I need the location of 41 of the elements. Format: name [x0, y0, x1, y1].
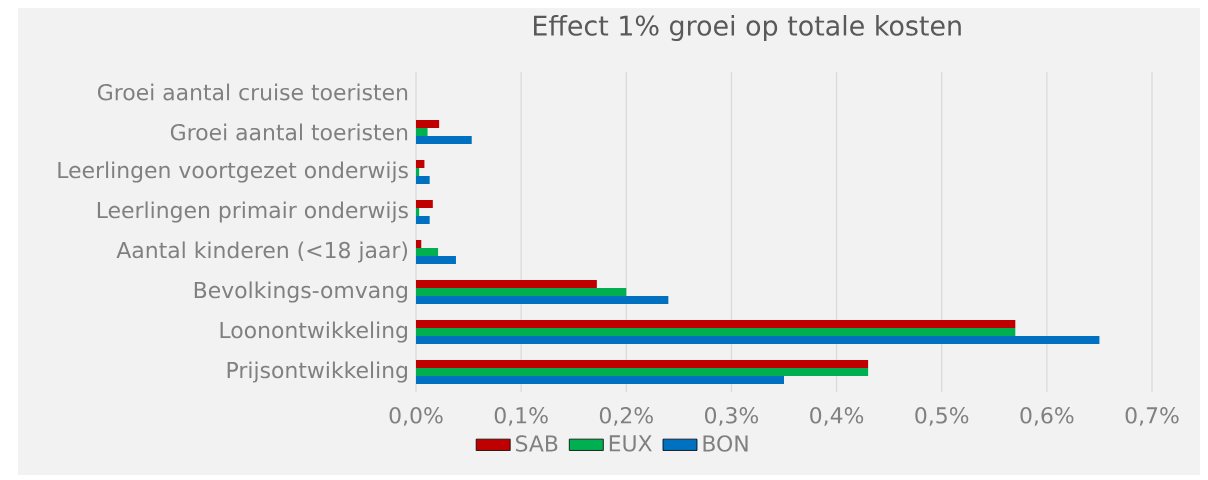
bar — [416, 168, 420, 176]
bar — [416, 320, 1016, 328]
y-tick-label: Leerlingen voortgezet onderwijs — [58, 161, 408, 183]
bar — [416, 208, 420, 216]
bar — [416, 296, 669, 304]
x-tick-label: 0,0% — [389, 407, 443, 426]
bar — [416, 200, 433, 208]
bar — [416, 176, 430, 184]
chart-title: Effect 1% groei op totale kosten — [534, 14, 961, 42]
bar — [416, 120, 440, 128]
x-tick-label: 0,4% — [810, 407, 864, 426]
x-tick-label: 0,2% — [599, 407, 653, 426]
legend-label: SAB — [516, 435, 558, 452]
bar — [416, 248, 439, 256]
y-tick-label: Leerlingen primair onderwijs — [97, 201, 408, 223]
y-tick-label: Prijsontwikkeling — [227, 361, 407, 383]
y-tick-label: Bevolkings-omvang — [194, 281, 407, 303]
bar — [416, 288, 627, 296]
bar — [416, 280, 597, 288]
bar — [416, 160, 425, 168]
y-tick-label: Groei aantal toeristen — [170, 123, 408, 141]
legend-label: EUX — [609, 435, 652, 452]
bar — [416, 360, 869, 368]
bar — [416, 216, 430, 224]
bar — [416, 128, 428, 136]
bar — [416, 336, 1100, 344]
bar — [416, 328, 1016, 336]
y-tick-label: Groei aantal cruise toeristen — [97, 83, 408, 101]
bar — [416, 376, 784, 384]
x-tick-label: 0,6% — [1020, 407, 1074, 426]
bar — [416, 368, 869, 376]
bar — [416, 240, 422, 248]
y-tick-label: Aantal kinderen (<18 jaar) — [116, 241, 408, 263]
x-tick-label: 0,3% — [705, 407, 759, 426]
y-tick-label: Loonontwikkeling — [220, 321, 407, 343]
x-tick-label: 0,1% — [494, 407, 548, 426]
x-tick-label: 0,5% — [915, 407, 969, 426]
bar — [416, 136, 472, 144]
bar — [416, 256, 456, 264]
x-tick-label: 0,7% — [1125, 407, 1179, 426]
legend-label: BON — [703, 435, 748, 452]
